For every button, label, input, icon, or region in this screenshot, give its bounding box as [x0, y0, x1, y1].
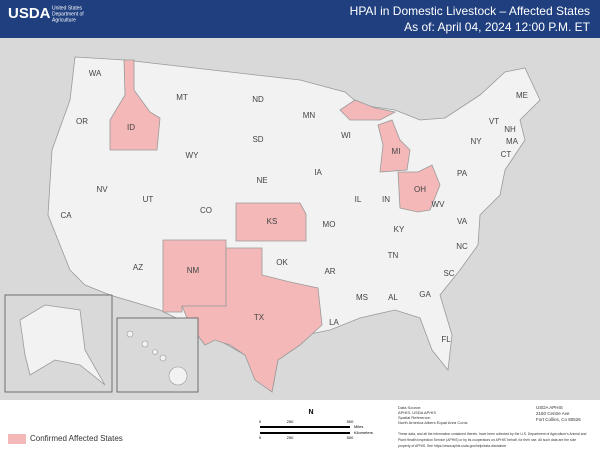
scale-label: 250 — [287, 435, 294, 440]
affected-state — [109, 59, 161, 151]
source-line: Data Source: — [398, 405, 421, 410]
state-label: OR — [76, 117, 88, 126]
scale-bar-miles — [260, 426, 350, 428]
north-arrow: N — [308, 409, 313, 416]
state-label: ND — [252, 95, 264, 104]
source-line: Spatial Reference: — [398, 415, 431, 420]
state-label: MI — [392, 147, 401, 156]
state-label: TN — [388, 251, 399, 260]
state-label: IL — [355, 195, 362, 204]
disclaimer-line: These data, and all the information cont… — [398, 432, 586, 436]
state-label: SC — [443, 269, 454, 278]
state-label: VA — [457, 217, 468, 226]
state-label: ME — [516, 91, 528, 100]
scale-bar-km — [260, 432, 350, 434]
state-label: WY — [186, 151, 200, 160]
agency-line: Agriculture — [52, 17, 76, 23]
state-label: PA — [457, 169, 468, 178]
header-bar — [0, 0, 600, 38]
legend-swatch — [8, 434, 26, 444]
state-label: VT — [489, 117, 499, 126]
state-label: ID — [127, 123, 135, 132]
source-line: APHIS, USDA APHIS — [398, 410, 436, 415]
state-label: IN — [382, 195, 390, 204]
address-line: 2150 Centre Ave — [536, 411, 570, 416]
scale-label: 0 — [259, 419, 262, 424]
state-label: MN — [303, 111, 316, 120]
subtitle: As of: April 04, 2024 12:00 P.M. ET — [404, 20, 591, 34]
source-line: North America Albers Equal Area Conic — [398, 420, 468, 425]
state-label: KY — [394, 225, 405, 234]
scale-unit: Kilometers — [354, 430, 373, 435]
state-label: OH — [414, 185, 426, 194]
state-label: CA — [60, 211, 72, 220]
state-label: NH — [504, 125, 516, 134]
state-label: WA — [89, 69, 102, 78]
agency-line: United States — [52, 5, 83, 11]
state-label: UT — [143, 195, 154, 204]
agency-line: Department of — [52, 11, 84, 17]
state-label: NE — [256, 176, 267, 185]
state-label: WI — [341, 131, 351, 140]
affected-state — [235, 202, 307, 242]
scale-label: 500 — [347, 435, 354, 440]
states: WA OR ID MT WY ND SD NE MN WI MI IA IL IN OH PA NY VT NH ME… — [60, 59, 528, 393]
scale-unit: Miles — [354, 424, 363, 429]
affected-state — [397, 164, 441, 213]
hawaii-islands — [126, 330, 188, 386]
scale-label: 500 — [347, 419, 354, 424]
state-label: OK — [276, 258, 288, 267]
state-label: WV — [432, 200, 446, 209]
state-label: NM — [187, 266, 200, 275]
state-label: KS — [267, 217, 278, 226]
state-label: MO — [323, 220, 336, 229]
scale-label: 0 — [259, 435, 262, 440]
state-label: LA — [329, 318, 339, 327]
state-label: NC — [456, 242, 468, 251]
affected-state — [377, 119, 411, 173]
state-label: MS — [356, 293, 368, 302]
state-label: CO — [200, 206, 212, 215]
state-label: TX — [254, 313, 265, 322]
logo: USDA — [8, 5, 51, 22]
state-label: AL — [388, 293, 398, 302]
disclaimer-line: property of APHIS. See https://www.aphis… — [398, 444, 507, 448]
state-label: AZ — [133, 263, 143, 272]
disclaimer-line: Plant Health Inspection Service (APHIS) … — [398, 438, 576, 442]
state-label: GA — [419, 290, 431, 299]
alaska-shape — [19, 304, 106, 386]
state-label: MA — [506, 137, 519, 146]
state-label: IA — [314, 168, 322, 177]
state-label: FL — [441, 335, 451, 344]
state-label: SD — [252, 135, 263, 144]
state-label: NV — [96, 185, 108, 194]
title: HPAI in Domestic Livestock – Affected St… — [350, 4, 590, 18]
state-label: CT — [501, 150, 512, 159]
address-line: Fort Collins, Co 80526 — [536, 417, 581, 422]
state-label: AR — [324, 267, 335, 276]
affected-state — [339, 99, 397, 121]
affected-state — [162, 239, 227, 313]
legend-label: Confirmed Affected States — [30, 434, 123, 443]
address-line: USDA APHIS — [536, 405, 563, 410]
scale-label: 250 — [287, 419, 294, 424]
state-label: NY — [470, 137, 482, 146]
state-label: MT — [176, 93, 188, 102]
